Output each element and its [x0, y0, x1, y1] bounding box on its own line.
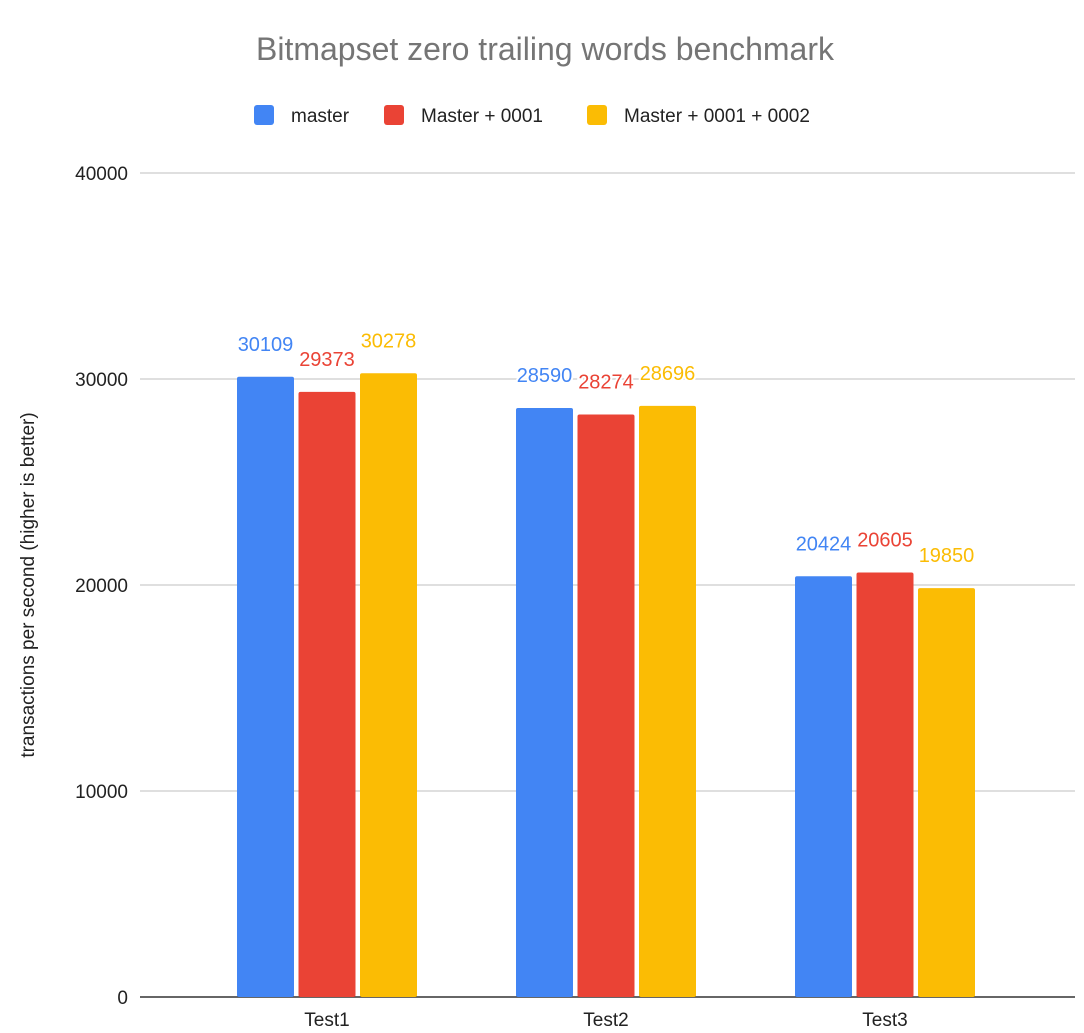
data-label: 29373	[299, 349, 355, 371]
bar	[516, 408, 573, 997]
y-tick-label: 10000	[75, 782, 128, 803]
legend-swatch	[587, 105, 607, 125]
x-tick-label: Test2	[583, 1010, 628, 1028]
x-tick-label: Test3	[862, 1010, 907, 1028]
data-label: 28274	[578, 372, 634, 394]
bar	[298, 391, 356, 997]
data-label: 20424	[796, 533, 852, 555]
data-label: 28590	[517, 365, 573, 387]
bar	[237, 376, 294, 997]
data-label: 28696	[640, 363, 696, 385]
legend-swatch	[254, 105, 274, 125]
data-label: 30109	[238, 334, 294, 356]
y-tick-label: 0	[117, 988, 128, 1009]
legend-swatch	[384, 105, 404, 125]
y-tick-label: 20000	[75, 576, 128, 597]
legend-label: Master + 0001 + 0002	[624, 106, 810, 127]
bar	[856, 572, 914, 997]
legend: master Master + 0001 Master + 0001 + 0002	[254, 105, 810, 127]
data-label: 19850	[919, 545, 975, 567]
y-tick-label: 40000	[75, 164, 128, 185]
bar	[918, 588, 975, 997]
x-tick-label: Test1	[304, 1010, 349, 1028]
chart-title: Bitmapset zero trailing words benchmark	[256, 31, 835, 67]
legend-label: master	[291, 106, 350, 127]
y-axis-title: transactions per second (higher is bette…	[18, 412, 39, 757]
legend-label: Master + 0001	[421, 106, 543, 127]
bar	[795, 576, 852, 997]
x-axis-ticks: Test1 Test2 Test3	[304, 1010, 907, 1031]
bar	[639, 405, 696, 997]
data-label: 30278	[361, 330, 417, 352]
bar	[577, 414, 635, 997]
bar	[360, 373, 417, 997]
data-label: 20605	[857, 530, 913, 552]
y-tick-label: 30000	[75, 370, 128, 391]
